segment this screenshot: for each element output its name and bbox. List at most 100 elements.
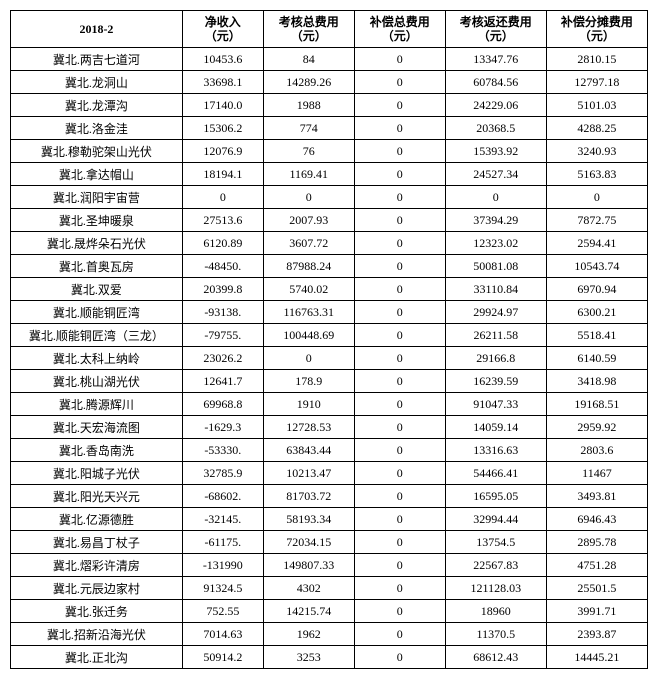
table-row: 冀北.圣坤暖泉27513.62007.93037394.297872.75 [11,209,648,232]
cell-value: 50081.08 [445,255,546,278]
cell-value: -79755. [182,324,263,347]
row-name: 冀北.阳城子光伏 [11,462,183,485]
row-name: 冀北.晟烨朵石光伏 [11,232,183,255]
table-row: 冀北.桃山湖光伏12641.7178.9016239.593418.98 [11,370,648,393]
cell-value: 0 [354,94,445,117]
row-name: 冀北.洛金洼 [11,117,183,140]
cell-value: 68612.43 [445,646,546,669]
cell-value: 27513.6 [182,209,263,232]
header-col-1: 净收入（元） [182,11,263,48]
cell-value: 0 [354,324,445,347]
cell-value: 0 [354,623,445,646]
table-row: 冀北.香岛南洗-53330.63843.44013316.632803.6 [11,439,648,462]
cell-value: 11370.5 [445,623,546,646]
table-row: 冀北.亿源德胜-32145.58193.34032994.446946.43 [11,508,648,531]
cell-value: 24527.34 [445,163,546,186]
table-row: 冀北.顺能铜匠湾（三龙）-79755.100448.69026211.58551… [11,324,648,347]
row-name: 冀北.双爱 [11,278,183,301]
row-name: 冀北.天宏海流图 [11,416,183,439]
cell-value: 32994.44 [445,508,546,531]
cell-value: 29166.8 [445,347,546,370]
cell-value: 0 [354,462,445,485]
cell-value: 1962 [263,623,354,646]
cell-value: 5518.41 [546,324,647,347]
table-row: 冀北.首奥瓦房-48450.87988.24050081.0810543.74 [11,255,648,278]
cell-value: 50914.2 [182,646,263,669]
cell-value: 12728.53 [263,416,354,439]
cell-value: 0 [354,554,445,577]
table-row: 冀北.晟烨朵石光伏6120.893607.72012323.022594.41 [11,232,648,255]
cell-value: 12797.18 [546,71,647,94]
row-name: 冀北.元辰边家村 [11,577,183,600]
cell-value: 13316.63 [445,439,546,462]
cell-value: -61175. [182,531,263,554]
row-name: 冀北.圣坤暖泉 [11,209,183,232]
cell-value: 25501.5 [546,577,647,600]
cell-value: 0 [354,209,445,232]
cell-value: 58193.34 [263,508,354,531]
cell-value: 12323.02 [445,232,546,255]
cell-value: 116763.31 [263,301,354,324]
cell-value: 0 [354,301,445,324]
header-col-5: 补偿分摊费用（元） [546,11,647,48]
cell-value: 2959.92 [546,416,647,439]
table-row: 冀北.龙洞山33698.114289.26060784.5612797.18 [11,71,648,94]
cell-value: 2895.78 [546,531,647,554]
cell-value: 3991.71 [546,600,647,623]
cell-value: 0 [354,48,445,71]
table-row: 冀北.润阳宇宙营00000 [11,186,648,209]
cell-value: 13347.76 [445,48,546,71]
cell-value: 0 [354,370,445,393]
cell-value: 10453.6 [182,48,263,71]
cell-value: 22567.83 [445,554,546,577]
cell-value: 29924.97 [445,301,546,324]
cell-value: 0 [354,347,445,370]
cell-value: 3607.72 [263,232,354,255]
cell-value: 2810.15 [546,48,647,71]
row-name: 冀北.亿源德胜 [11,508,183,531]
cell-value: 18960 [445,600,546,623]
cell-value: 0 [354,163,445,186]
table-row: 冀北.招新沿海光伏7014.631962011370.52393.87 [11,623,648,646]
cell-value: 10543.74 [546,255,647,278]
cell-value: 0 [546,186,647,209]
cell-value: 0 [354,117,445,140]
table-row: 冀北.易昌丁杖子-61175.72034.15013754.52895.78 [11,531,648,554]
cell-value: 14215.74 [263,600,354,623]
cell-value: -93138. [182,301,263,324]
cell-value: 60784.56 [445,71,546,94]
row-name: 冀北.穆勒驼架山光伏 [11,140,183,163]
cell-value: 32785.9 [182,462,263,485]
cell-value: 121128.03 [445,577,546,600]
cell-value: 91324.5 [182,577,263,600]
cell-value: 14289.26 [263,71,354,94]
cell-value: -68602. [182,485,263,508]
cell-value: 3253 [263,646,354,669]
table-row: 冀北.双爱20399.85740.02033110.846970.94 [11,278,648,301]
cell-value: 0 [445,186,546,209]
cell-value: 12641.7 [182,370,263,393]
cell-value: -32145. [182,508,263,531]
table-row: 冀北.顺能铜匠湾-93138.116763.31029924.976300.21 [11,301,648,324]
cell-value: 10213.47 [263,462,354,485]
cell-value: 19168.51 [546,393,647,416]
row-name: 冀北.龙潭沟 [11,94,183,117]
cell-value: 5101.03 [546,94,647,117]
cell-value: 4751.28 [546,554,647,577]
table-row: 冀北.腾源辉川69968.81910091047.3319168.51 [11,393,648,416]
cell-value: 6120.89 [182,232,263,255]
cell-value: 13754.5 [445,531,546,554]
cell-value: 6946.43 [546,508,647,531]
table-row: 冀北.天宏海流图-1629.312728.53014059.142959.92 [11,416,648,439]
cell-value: 3418.98 [546,370,647,393]
header-col-3: 补偿总费用（元） [354,11,445,48]
header-col-4: 考核返还费用（元） [445,11,546,48]
cell-value: 37394.29 [445,209,546,232]
cell-value: 0 [263,186,354,209]
cell-value: 0 [354,393,445,416]
table-row: 冀北.两吉七道河10453.684013347.762810.15 [11,48,648,71]
cell-value: 0 [263,347,354,370]
cell-value: 23026.2 [182,347,263,370]
row-name: 冀北.首奥瓦房 [11,255,183,278]
row-name: 冀北.正北沟 [11,646,183,669]
